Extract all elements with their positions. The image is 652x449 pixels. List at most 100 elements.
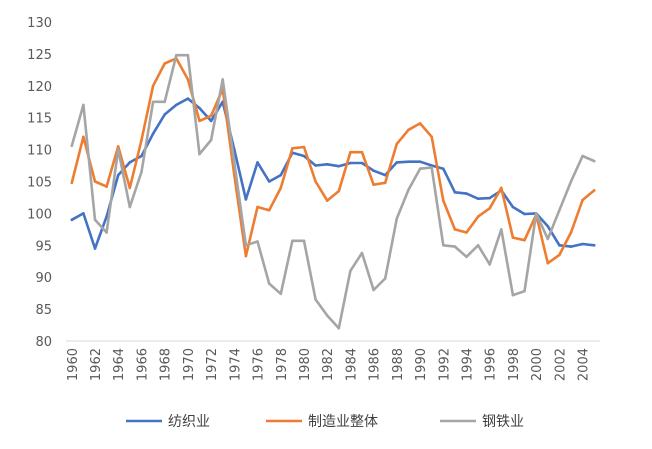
legend-item: 纺织业 xyxy=(126,414,210,430)
data-point xyxy=(558,244,561,247)
data-point xyxy=(105,231,108,234)
x-tick-label: 1980 xyxy=(298,348,313,381)
data-point xyxy=(279,173,283,177)
data-point xyxy=(511,205,515,209)
data-point xyxy=(128,186,132,190)
data-point xyxy=(209,138,213,142)
data-point xyxy=(198,106,201,110)
data-point xyxy=(418,122,422,125)
x-axis-ticks: 1960 1962 1964 1966 1968 1970 1972 1974 1976 1978… xyxy=(66,348,592,381)
data-point xyxy=(349,161,352,165)
data-point xyxy=(198,152,201,156)
data-point xyxy=(546,224,550,228)
data-point xyxy=(82,135,85,139)
data-point xyxy=(430,166,434,169)
data-point xyxy=(70,218,74,222)
data-point xyxy=(569,245,573,248)
data-point xyxy=(175,53,178,57)
data-point xyxy=(116,173,120,177)
x-tick-label: 1960 xyxy=(66,348,81,381)
data-point xyxy=(442,244,445,247)
data-point xyxy=(256,205,259,209)
data-point xyxy=(581,242,584,246)
data-point xyxy=(372,288,375,292)
data-point xyxy=(186,78,190,81)
x-tick-label: 1998 xyxy=(507,348,522,381)
data-point xyxy=(430,164,434,167)
series-line xyxy=(70,97,596,250)
series-line xyxy=(70,53,596,330)
data-point xyxy=(93,247,97,250)
data-point xyxy=(186,53,190,57)
data-point xyxy=(395,142,399,146)
data-point xyxy=(151,132,155,135)
data-point xyxy=(465,231,468,234)
legend-item: 制造业整体 xyxy=(266,414,378,430)
data-point xyxy=(116,145,120,148)
data-point xyxy=(140,154,143,158)
x-tick-label: 2004 xyxy=(577,348,592,381)
series-line xyxy=(70,57,596,265)
legend-label: 钢铁业 xyxy=(482,414,524,430)
data-point xyxy=(93,218,97,222)
y-tick-label: 90 xyxy=(35,271,52,286)
data-point xyxy=(82,103,85,107)
x-tick-label: 1996 xyxy=(484,348,499,381)
x-tick-label: 1992 xyxy=(437,348,452,381)
data-point xyxy=(325,314,329,317)
data-point xyxy=(244,198,248,201)
data-point xyxy=(453,245,457,248)
data-point xyxy=(395,217,399,220)
data-point xyxy=(314,164,317,167)
data-point xyxy=(105,215,108,218)
data-point xyxy=(291,147,294,150)
x-tick-label: 1978 xyxy=(275,348,290,381)
data-point xyxy=(140,170,143,174)
data-point xyxy=(116,148,120,151)
data-point xyxy=(523,212,526,216)
data-point xyxy=(302,154,306,158)
legend-item: 钢铁业 xyxy=(440,414,524,430)
y-tick-label: 85 xyxy=(35,303,52,318)
series-lines xyxy=(70,53,596,330)
data-point xyxy=(186,97,190,100)
data-point xyxy=(267,208,271,212)
data-point xyxy=(453,228,457,231)
data-point xyxy=(291,239,294,243)
data-point xyxy=(383,173,387,177)
data-point xyxy=(592,159,596,163)
y-tick-label: 100 xyxy=(27,207,52,222)
data-point xyxy=(523,289,526,293)
x-tick-label: 1988 xyxy=(391,348,406,381)
data-point xyxy=(442,199,445,202)
data-point xyxy=(581,154,584,158)
data-point xyxy=(337,189,341,193)
x-tick-label: 1986 xyxy=(368,348,383,381)
data-point xyxy=(465,192,468,195)
data-point xyxy=(569,231,573,234)
data-point xyxy=(349,269,352,273)
data-point xyxy=(430,135,434,139)
data-point xyxy=(163,100,166,104)
data-point xyxy=(337,164,341,168)
data-point xyxy=(383,181,387,185)
y-tick-label: 110 xyxy=(27,144,52,159)
data-point xyxy=(395,161,399,164)
series-1 xyxy=(70,97,596,250)
y-tick-label: 120 xyxy=(27,80,52,95)
data-point xyxy=(407,128,410,132)
data-point xyxy=(140,138,143,142)
data-point xyxy=(70,181,74,185)
data-point xyxy=(546,237,550,241)
data-point xyxy=(279,186,283,190)
y-axis-ticks: 80 85 90 95 100 105 110 115 120 125 130 xyxy=(27,16,52,350)
data-point xyxy=(267,180,271,183)
data-point xyxy=(151,100,155,104)
x-tick-label: 1976 xyxy=(252,348,267,381)
x-tick-label: 2000 xyxy=(530,348,545,381)
data-point xyxy=(70,144,74,148)
data-point xyxy=(256,161,259,164)
data-point xyxy=(546,261,550,265)
